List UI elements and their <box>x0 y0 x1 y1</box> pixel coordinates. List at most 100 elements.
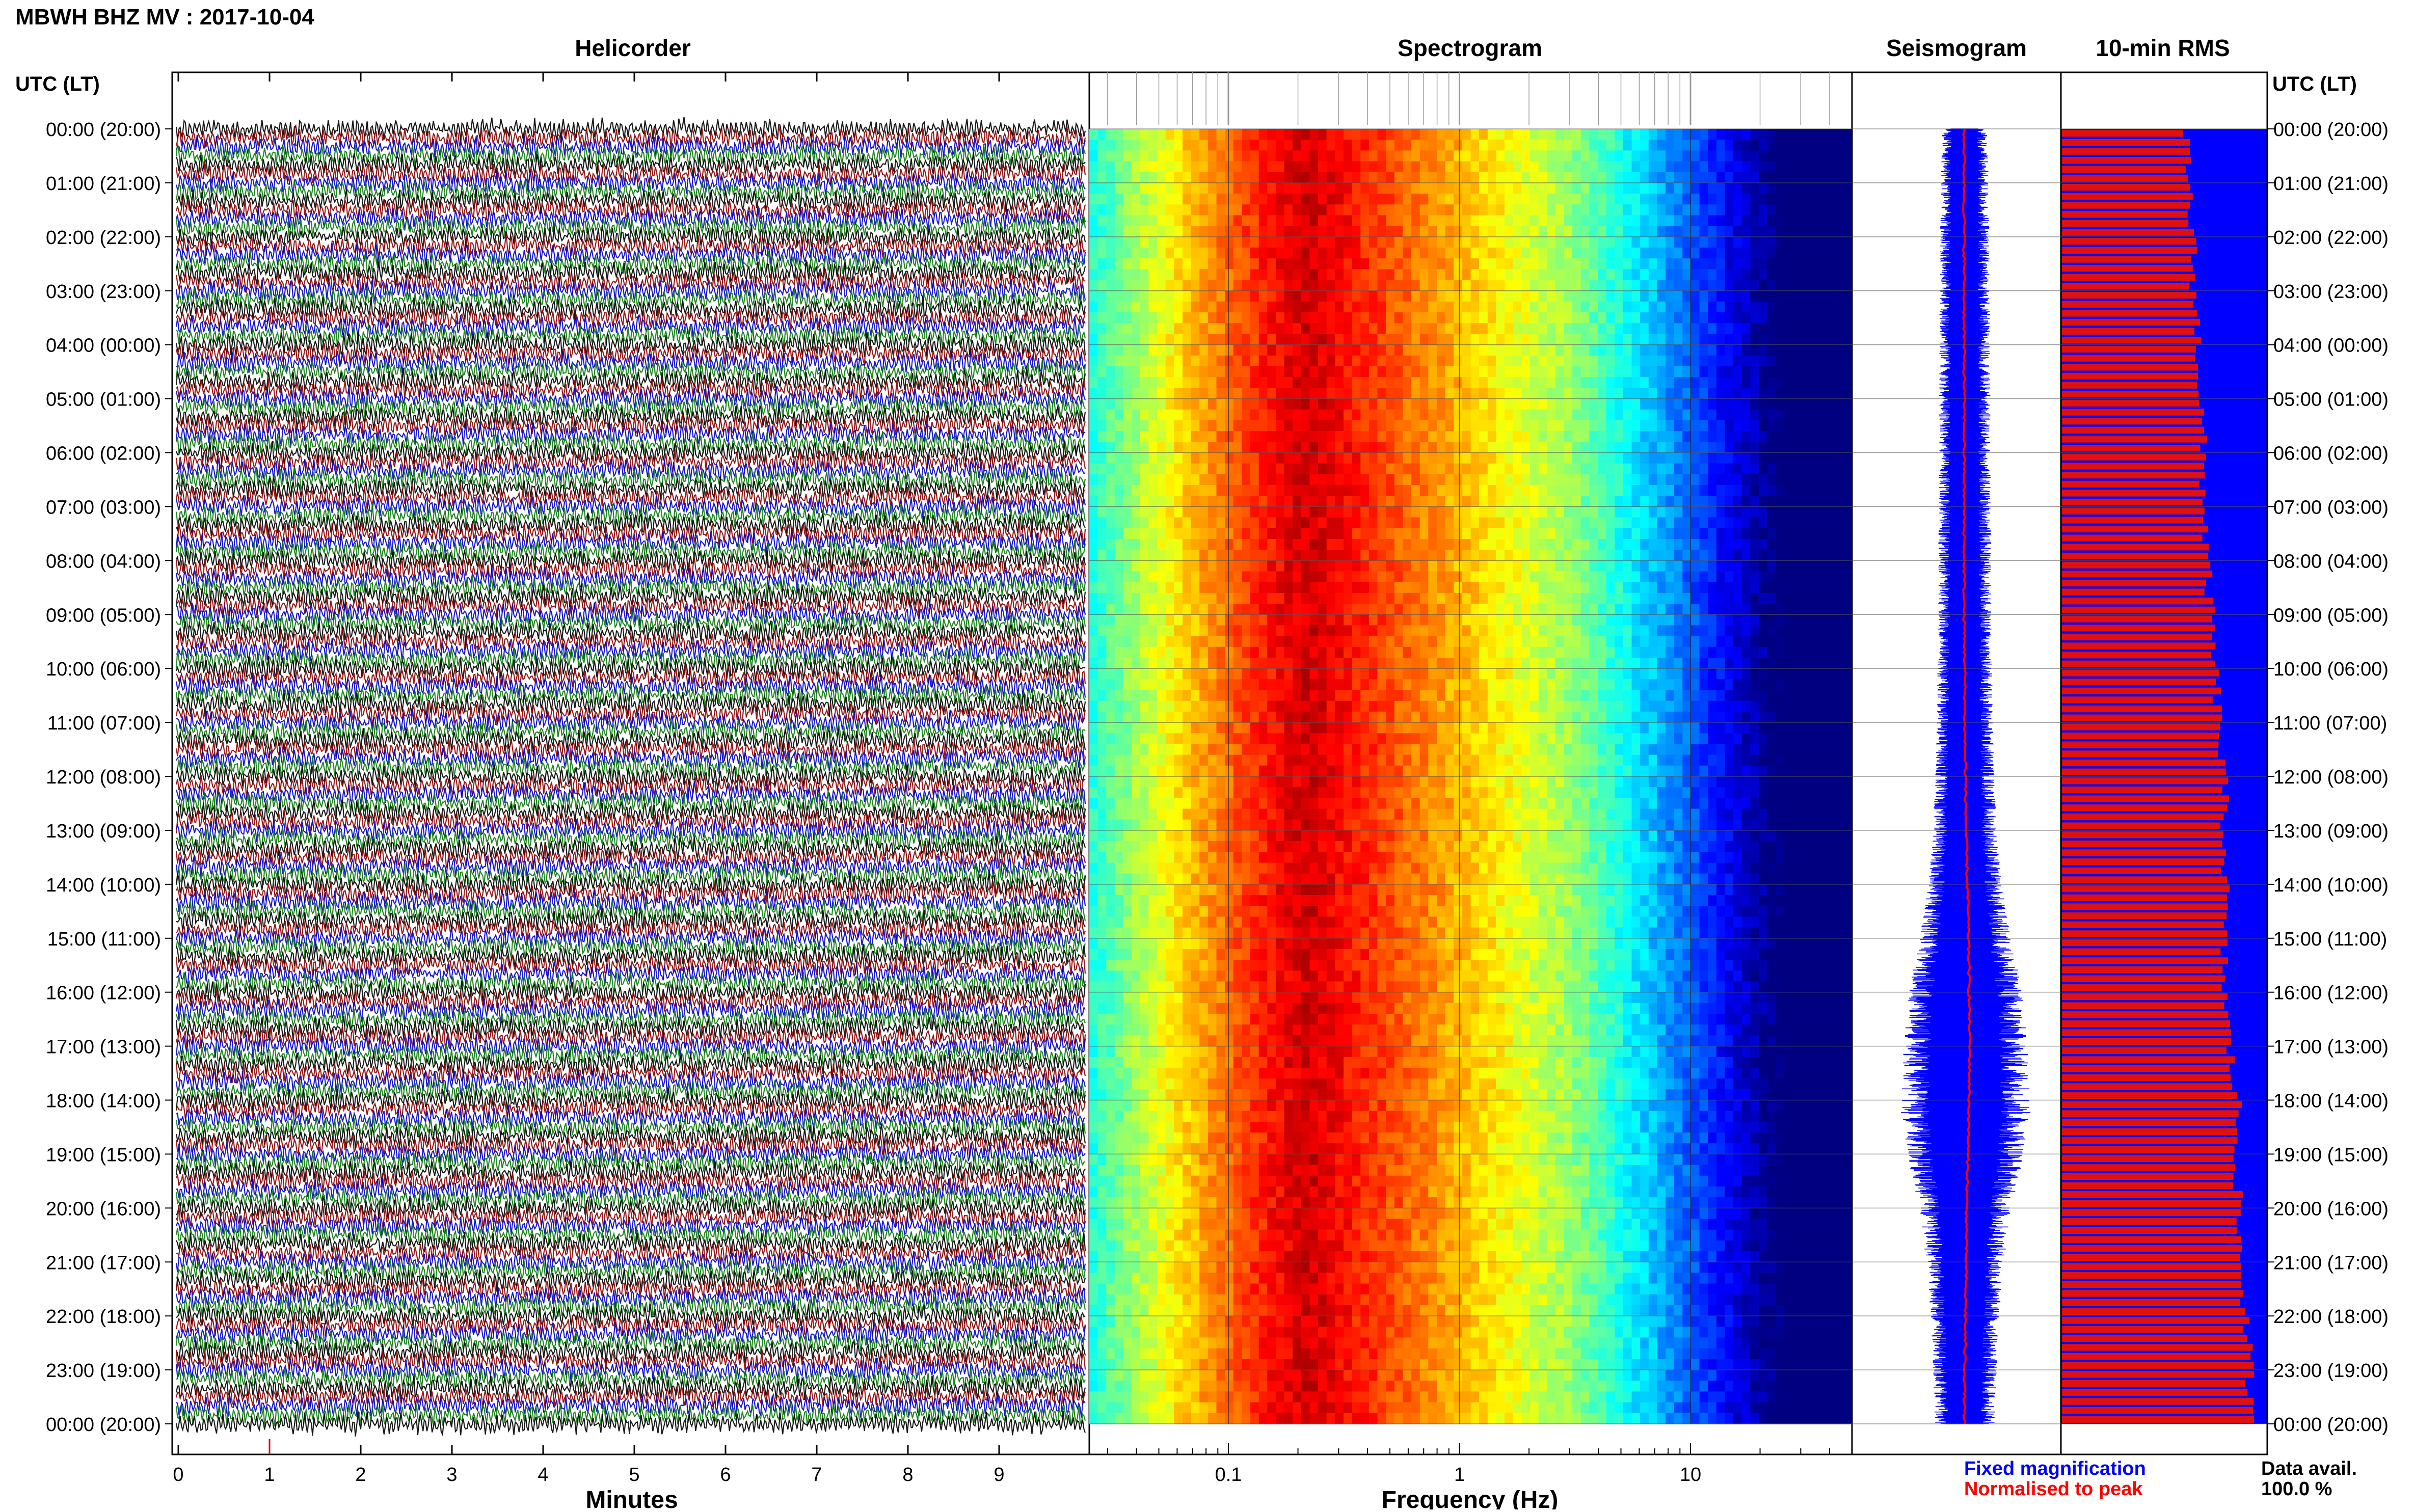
spectrogram-cell <box>1242 129 1250 140</box>
spectrogram-cell <box>1284 668 1293 680</box>
spectrogram-cell <box>1581 226 1590 237</box>
spectrogram-cell <box>1259 377 1268 388</box>
spectrogram-cell <box>1454 269 1462 280</box>
spectrogram-cell <box>1810 647 1818 658</box>
spectrogram-cell <box>1572 658 1581 669</box>
spectrogram-cell <box>1505 161 1513 173</box>
spectrogram-cell <box>1657 474 1666 485</box>
spectrogram-cell <box>1810 582 1818 593</box>
spectrogram-cell <box>1843 258 1852 269</box>
spectrogram-cell <box>1208 140 1217 151</box>
spectrogram-cell <box>1284 280 1293 291</box>
spectrogram-cell <box>1733 528 1742 539</box>
spectrogram-cell <box>1352 345 1361 356</box>
spectrogram-cell <box>1369 572 1378 583</box>
spectrogram-cell <box>1810 658 1818 669</box>
spectrogram-cell <box>1674 150 1683 161</box>
spectrogram-cell <box>1564 204 1573 215</box>
spectrogram-cell <box>1725 442 1734 453</box>
spectrogram-cell <box>1555 420 1564 431</box>
spectrogram-cell <box>1352 572 1361 583</box>
spectrogram-cell <box>1810 668 1818 680</box>
spectrogram-cell <box>1115 701 1123 712</box>
spectrogram-cell <box>1818 312 1827 323</box>
spectrogram-cell <box>1742 377 1751 388</box>
spectrogram-cell <box>1199 442 1208 453</box>
spectrogram-cell <box>1437 647 1445 658</box>
spectrogram-cell <box>1420 496 1429 507</box>
spectrogram-cell <box>1776 129 1784 140</box>
spectrogram-cell <box>1233 658 1242 669</box>
spectrogram-cell <box>1437 150 1445 161</box>
spectrogram-cell <box>1166 614 1174 626</box>
spectrogram-cell <box>1115 269 1123 280</box>
spectrogram-cell <box>1360 258 1369 269</box>
spectrogram-cell <box>1623 420 1632 431</box>
spectrogram-cell <box>1098 420 1107 431</box>
spectrogram-cell <box>1801 474 1810 485</box>
spectrogram-cell <box>1649 647 1657 658</box>
spectrogram-cell <box>1716 345 1725 356</box>
spectrogram-cell <box>1555 528 1564 539</box>
spectrogram-cell <box>1471 388 1480 399</box>
spectrogram-cell <box>1394 312 1403 323</box>
spectrogram-cell <box>1691 356 1700 367</box>
spectrogram-cell <box>1106 280 1115 291</box>
spectrogram-cell <box>1327 625 1335 636</box>
spectrogram-cell <box>1733 625 1742 636</box>
spectrogram-cell <box>1166 420 1174 431</box>
spectrogram-cell <box>1310 572 1319 583</box>
spectrogram-cell <box>1284 291 1293 302</box>
spectrogram-cell <box>1801 366 1810 377</box>
spectrogram-cell <box>1471 194 1480 205</box>
spectrogram-cell <box>1276 668 1284 680</box>
spectrogram-cell <box>1750 625 1759 636</box>
spectrogram-cell <box>1293 172 1301 183</box>
spectrogram-cell <box>1776 420 1784 431</box>
spectrogram-cell <box>1471 399 1480 410</box>
spectrogram-cell <box>1386 518 1394 529</box>
spectrogram-cell <box>1623 679 1632 690</box>
spectrogram-cell <box>1793 129 1802 140</box>
spectrogram-cell <box>1233 636 1242 647</box>
spectrogram-cell <box>1250 291 1259 302</box>
spectrogram-cell <box>1827 593 1835 604</box>
spectrogram-cell <box>1183 269 1191 280</box>
spectrogram-cell <box>1716 377 1725 388</box>
spectrogram-cell <box>1555 701 1564 712</box>
spectrogram-cell <box>1284 420 1293 431</box>
spectrogram-cell <box>1539 614 1547 626</box>
spectrogram-cell <box>1742 604 1751 615</box>
spectrogram-cell <box>1335 388 1344 399</box>
spectrogram-cell <box>1335 377 1344 388</box>
spectrogram-cell <box>1369 204 1378 215</box>
spectrogram-cell <box>1835 334 1844 345</box>
spectrogram-cell <box>1784 334 1793 345</box>
spectrogram-cell <box>1199 291 1208 302</box>
spectrogram-cell <box>1801 690 1810 701</box>
spectrogram-cell <box>1649 658 1657 669</box>
spectrogram-cell <box>1250 539 1259 550</box>
spectrogram-cell <box>1835 312 1844 323</box>
spectrogram-cell <box>1505 442 1513 453</box>
spectrogram-cell <box>1183 161 1191 173</box>
spectrogram-cell <box>1793 582 1802 593</box>
spectrogram-cell <box>1411 539 1420 550</box>
spectrogram-cell <box>1521 442 1530 453</box>
spectrogram-cell <box>1157 496 1166 507</box>
spectrogram-cell <box>1793 560 1802 572</box>
spectrogram-cell <box>1657 518 1666 529</box>
spectrogram-cell <box>1166 604 1174 615</box>
spectrogram-cell <box>1733 679 1742 690</box>
spectrogram-cell <box>1496 334 1505 345</box>
spectrogram-cell <box>1267 636 1276 647</box>
spectrogram-cell <box>1310 506 1319 518</box>
spectrogram-cell <box>1479 269 1488 280</box>
spectrogram-cell <box>1250 572 1259 583</box>
spectrogram-cell <box>1148 560 1157 572</box>
spectrogram-cell <box>1632 226 1641 237</box>
spectrogram-cell <box>1649 593 1657 604</box>
spectrogram-cell <box>1123 248 1132 259</box>
spectrogram-cell <box>1767 679 1776 690</box>
spectrogram-cell <box>1454 183 1462 194</box>
